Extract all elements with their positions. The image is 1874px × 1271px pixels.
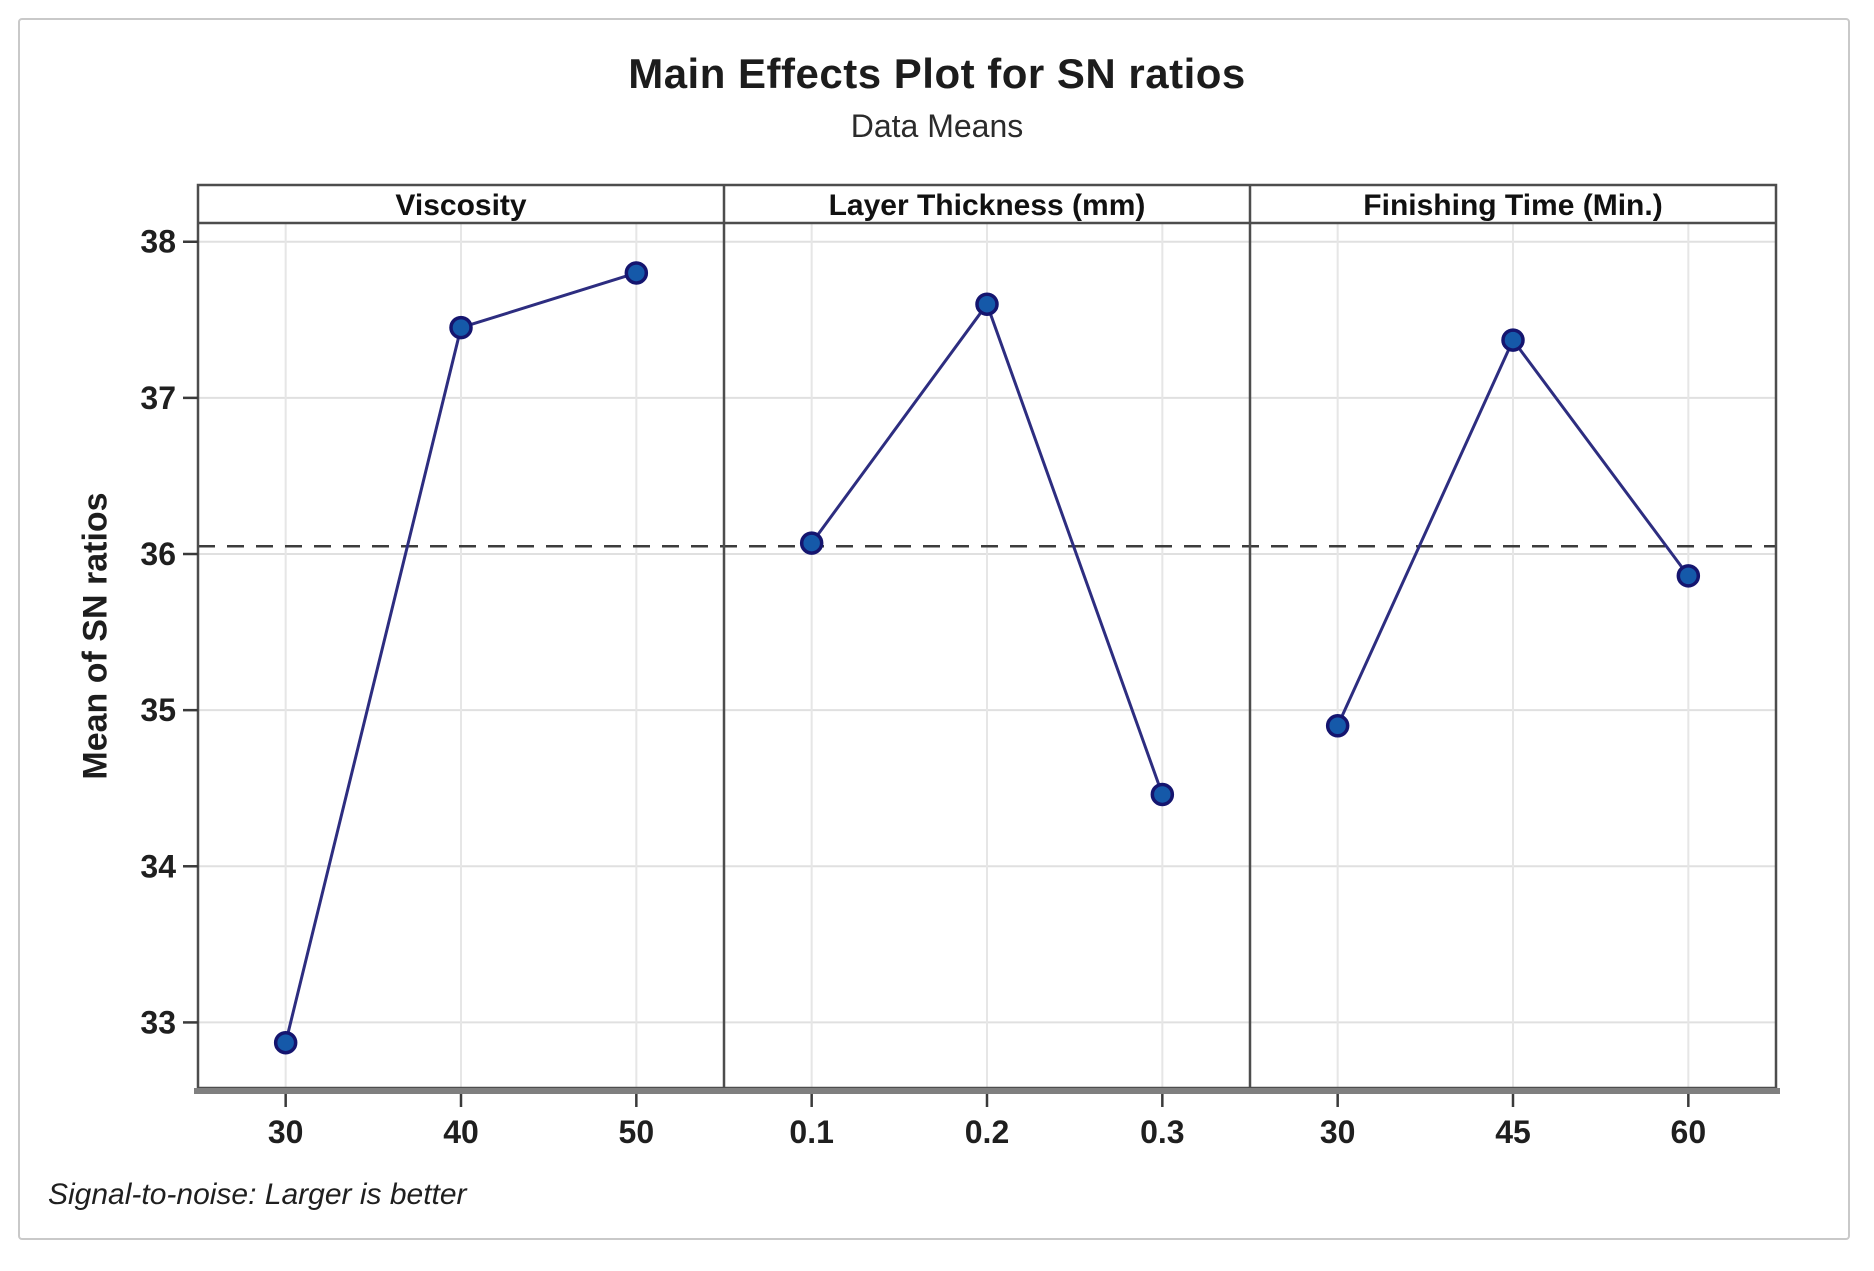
y-tick-label: 34	[140, 848, 176, 884]
x-tick-label: 45	[1495, 1114, 1531, 1150]
x-tick-label: 0.1	[789, 1114, 833, 1150]
chart-title: Main Effects Plot for SN ratios	[628, 50, 1246, 97]
y-tick-label: 36	[140, 536, 176, 572]
x-tick-label: 40	[443, 1114, 479, 1150]
data-point	[799, 531, 824, 555]
x-tick-label: 0.2	[965, 1114, 1009, 1150]
data-point	[449, 315, 473, 340]
data-point	[1325, 714, 1350, 738]
x-tick-label: 30	[1320, 1114, 1356, 1150]
chart-subtitle: Data Means	[850, 108, 1024, 144]
data-point	[1676, 564, 1701, 588]
x-tick-label: 60	[1671, 1114, 1707, 1150]
y-tick-label: 35	[140, 692, 176, 728]
y-tick-label: 33	[140, 1004, 176, 1040]
data-point	[624, 261, 649, 285]
data-point	[975, 292, 999, 316]
x-tick-label: 50	[619, 1114, 655, 1150]
x-tick-label: 30	[268, 1114, 304, 1150]
panel-header-label: Finishing Time (Min.)	[1363, 189, 1662, 222]
data-point	[273, 1030, 298, 1055]
y-tick-label: 38	[140, 224, 176, 260]
data-point	[1501, 328, 1525, 352]
panel-header-label: Layer Thickness (mm)	[829, 189, 1146, 222]
signal-to-noise-footnote: Signal-to-noise: Larger is better	[48, 1178, 467, 1211]
x-tick-label: 0.3	[1140, 1114, 1184, 1150]
data-point	[1150, 782, 1175, 807]
y-tick-label: 37	[140, 380, 176, 416]
figure-frame	[18, 18, 1850, 1240]
panel-header-label: Viscosity	[395, 189, 527, 222]
